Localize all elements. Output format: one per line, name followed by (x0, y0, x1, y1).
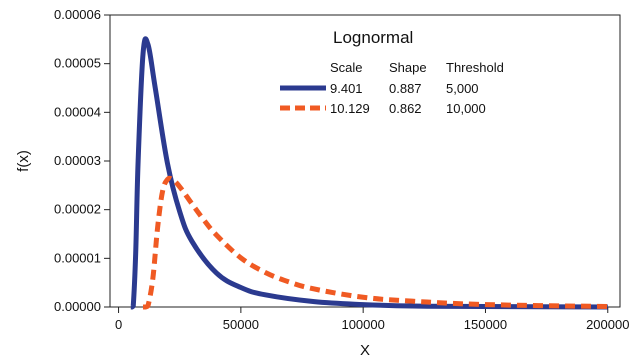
y-tick-label: 0.00005 (54, 56, 101, 71)
x-tick-label: 200000 (586, 317, 629, 332)
y-axis-title: f(x) (15, 150, 32, 172)
legend-row-2-scale: 10.129 (330, 101, 370, 116)
x-tick-label: 50000 (223, 317, 259, 332)
x-tick-label: 0 (115, 317, 122, 332)
series-layer (129, 36, 608, 310)
y-axis: 0.00000 0.00001 0.00002 0.00003 0.00004 0.000… (54, 7, 110, 314)
legend: Lognormal Scale Shape Threshold 9.401 0.… (280, 28, 504, 116)
y-tick-label: 0.00002 (54, 202, 101, 217)
y-tick-label: 0.00000 (54, 299, 101, 314)
legend-row-1-scale: 9.401 (330, 81, 363, 96)
legend-header-threshold: Threshold (446, 60, 504, 75)
y-tick-label: 0.00003 (54, 153, 101, 168)
legend-title: Lognormal (333, 28, 413, 47)
legend-row-2-shape: 0.862 (389, 101, 422, 116)
legend-header-scale: Scale (330, 60, 363, 75)
legend-row-2-threshold: 10,000 (446, 101, 486, 116)
y-tick-label: 0.00004 (54, 104, 101, 119)
x-tick-label: 100000 (341, 317, 384, 332)
x-axis-title: X (360, 342, 370, 359)
x-axis: 0 50000 100000 150000 200000 (115, 307, 629, 332)
plot-frame (109, 14, 621, 308)
y-tick-label: 0.00001 (54, 250, 101, 265)
legend-header-shape: Shape (389, 60, 427, 75)
x-tick-label: 150000 (464, 317, 507, 332)
legend-row-1-threshold: 5,000 (446, 81, 479, 96)
y-tick-label: 0.00006 (54, 7, 101, 22)
series-line-1 (129, 36, 608, 310)
legend-row-1-shape: 0.887 (389, 81, 422, 96)
series-line-2 (142, 175, 608, 310)
